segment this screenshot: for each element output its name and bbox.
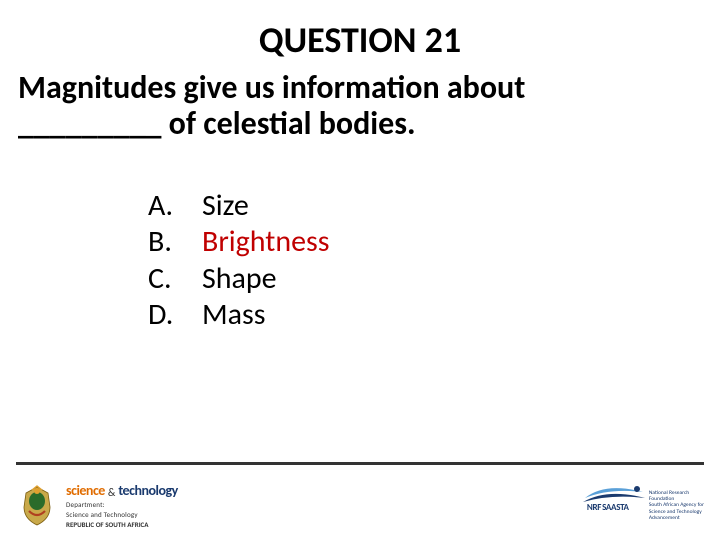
dst-dept-name: Science and Technology (66, 510, 178, 519)
dst-dept-line: Department: (66, 500, 178, 509)
option-text-correct: Brightness (202, 224, 329, 261)
option-c: C. Shape (148, 261, 720, 298)
saasta-badge: NRFSAASTA (583, 484, 643, 528)
saasta-label: SAASTA (602, 502, 629, 513)
option-text: Size (202, 188, 249, 225)
option-a: A. Size (148, 188, 720, 225)
option-text: Shape (202, 261, 277, 298)
footer: science & technology Department: Science… (16, 462, 704, 540)
swoosh-icon (583, 484, 645, 504)
dst-technology: technology (118, 482, 177, 499)
saasta-cap-5: Advancement (649, 515, 704, 521)
question-line-1: Magnitudes give us information about (18, 70, 702, 106)
nrf-label: NRF (587, 502, 601, 513)
option-letter: A. (148, 188, 202, 225)
dst-science: science (66, 482, 105, 499)
option-d: D. Mass (148, 297, 720, 334)
dst-wordmark: science & technology (66, 482, 178, 499)
option-letter: D. (148, 297, 202, 334)
slide: QUESTION 21 Magnitudes give us informati… (0, 0, 720, 540)
option-letter: B. (148, 224, 202, 261)
saasta-logo: NRFSAASTA National Research Foundation S… (583, 484, 704, 528)
saasta-cap-3: South African Agency for (649, 502, 704, 508)
nrf-saasta-text: NRFSAASTA (587, 502, 629, 513)
dst-text: science & technology Department: Science… (66, 482, 178, 529)
saasta-caption: National Research Foundation South Afric… (649, 490, 704, 522)
dst-amp: & (108, 486, 116, 499)
dst-logo: science & technology Department: Science… (16, 482, 178, 529)
question-line-2: _________ of celestial bodies. (18, 106, 702, 142)
options-list: A. Size B. Brightness C. Shape D. Mass (148, 188, 720, 334)
option-b: B. Brightness (148, 224, 720, 261)
dst-republic: REPUBLIC OF SOUTH AFRICA (66, 520, 178, 529)
coat-of-arms-icon (16, 485, 58, 527)
option-text: Mass (202, 297, 266, 334)
option-letter: C. (148, 261, 202, 298)
question-stem: Magnitudes give us information about ___… (0, 70, 720, 142)
question-title: QUESTION 21 (0, 18, 720, 62)
